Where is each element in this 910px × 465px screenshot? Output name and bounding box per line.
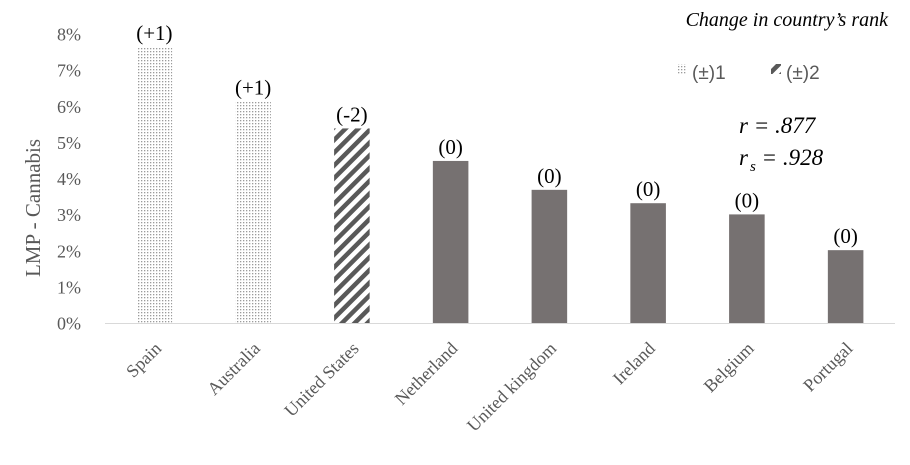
- legend-label-dots: (±)1: [692, 63, 726, 84]
- y-tick-label: 8%: [57, 25, 81, 45]
- y-axis-label: LMP - Cannabis: [21, 139, 45, 277]
- legend-item-stripes: (±)2: [771, 63, 820, 84]
- y-tick-label: 2%: [57, 241, 81, 261]
- y-tick-label: 7%: [57, 61, 81, 81]
- x-tick-label: Spain: [122, 338, 165, 381]
- x-tick-label: Portugal: [799, 338, 856, 395]
- bar-united-kingdom: [531, 189, 568, 324]
- y-tick-label: 4%: [57, 169, 81, 189]
- bar-portugal: [827, 250, 864, 324]
- y-tick-label: 6%: [57, 97, 81, 117]
- rank-change-label: (+1): [136, 21, 172, 45]
- spearman-subscript: s: [750, 159, 756, 175]
- rank-change-label: (+1): [235, 75, 271, 99]
- spearman-r: r: [739, 145, 749, 170]
- legend-swatch-stripes: [771, 64, 781, 74]
- x-tick-label: Ireland: [609, 338, 659, 388]
- rank-change-label: (-2): [336, 102, 367, 126]
- x-tick-label: United States: [280, 338, 362, 420]
- legend-label-stripes: (±)2: [786, 63, 820, 84]
- y-tick-label: 5%: [57, 133, 81, 153]
- x-tick-label: Netherland: [391, 338, 462, 409]
- bar-spain: [136, 47, 173, 324]
- y-tick-label: 1%: [57, 277, 81, 297]
- rank-change-label: (0): [438, 135, 463, 159]
- x-tick-label: United kingdom: [463, 338, 560, 435]
- x-tick-label: Australia: [203, 338, 264, 399]
- rank-change-label: (0): [833, 224, 858, 248]
- legend-title: Change in country’s rank: [686, 9, 890, 31]
- pearson-r-label: r = .877: [739, 113, 817, 138]
- legend-swatch-dots: [677, 64, 687, 74]
- y-tick-label: 0%: [57, 314, 81, 334]
- bar-australia: [235, 101, 271, 324]
- rank-change-label: (0): [735, 188, 760, 212]
- legend-item-dots: (±)1: [677, 63, 726, 84]
- rank-change-label: (0): [537, 164, 562, 188]
- y-tick-label: 3%: [57, 205, 81, 225]
- x-tick-label: Belgium: [700, 338, 758, 396]
- bar-netherland: [432, 160, 469, 324]
- rank-change-label: (0): [636, 177, 661, 201]
- spearman-value: = .928: [756, 145, 824, 170]
- bar-belgium: [729, 214, 765, 324]
- legend: (±)1 (±)2: [677, 63, 820, 84]
- bar-united-states: [334, 128, 370, 324]
- bar-ireland: [630, 203, 666, 324]
